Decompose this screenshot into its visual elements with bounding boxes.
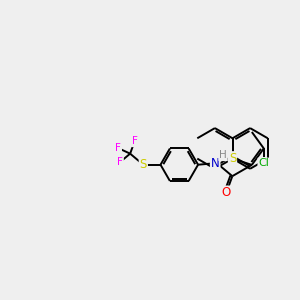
Text: F: F: [117, 157, 123, 167]
Text: F: F: [132, 136, 138, 146]
Text: S: S: [229, 152, 236, 165]
Text: F: F: [115, 143, 121, 153]
Text: O: O: [221, 186, 230, 200]
Text: Cl: Cl: [258, 158, 269, 169]
Text: S: S: [140, 158, 147, 171]
Text: H: H: [219, 150, 227, 160]
Text: N: N: [211, 157, 220, 169]
